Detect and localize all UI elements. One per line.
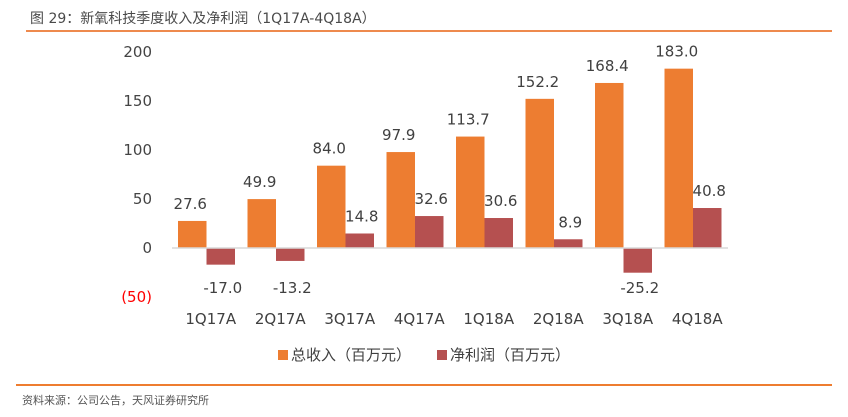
legend-label-revenue: 总收入（百万元） — [290, 346, 411, 364]
bar-revenue — [664, 68, 693, 248]
data-label-net-profit: -25.2 — [620, 279, 659, 297]
data-label-net-profit: 40.8 — [693, 182, 726, 200]
y-axis: 200 150 100 50 0 (50) — [121, 43, 152, 306]
data-label-revenue: 183.0 — [655, 43, 698, 61]
bar-net-profit — [206, 248, 235, 265]
bar-net-profit — [693, 208, 722, 248]
bar-revenue — [386, 152, 415, 248]
x-axis: 1Q17A 2Q17A 3Q17A 4Q17A 1Q18A 2Q18A 3Q18A 4Q18A — [185, 310, 723, 328]
bar-net-profit — [415, 216, 444, 248]
data-label-net-profit: 32.6 — [415, 190, 448, 208]
x-tick-label: 3Q18A — [602, 310, 653, 328]
x-tick-label: 4Q18A — [672, 310, 723, 328]
data-label-revenue: 113.7 — [447, 111, 490, 129]
x-tick-label: 1Q17A — [185, 310, 236, 328]
bar-chart: 200 150 100 50 0 (50) 27.6 -17.0 49.9 -13.2 84.0 1… — [121, 43, 728, 328]
legend-swatch-net-profit — [437, 349, 447, 360]
y-tick-label: 50 — [133, 190, 152, 208]
legend-label-net-profit: 净利润（百万元） — [450, 346, 571, 364]
data-labels: 27.6 -17.0 49.9 -13.2 84.0 14.8 97.9 32.6 113.7 3… — [174, 43, 726, 297]
y-tick-label: 100 — [123, 141, 152, 159]
source-divider — [16, 384, 832, 386]
bar-revenue — [595, 82, 624, 248]
x-tick-label: 3Q17A — [324, 310, 375, 328]
bar-revenue — [178, 220, 207, 248]
figure-title: 图 29：新氧科技季度收入及净利润（1Q17A-4Q18A） — [30, 11, 376, 27]
legend-item-net-profit: 净利润（百万元） — [437, 344, 570, 365]
bars — [178, 68, 722, 273]
legend-swatch-revenue — [277, 349, 288, 360]
bar-revenue — [317, 165, 346, 248]
bar-revenue — [456, 136, 485, 248]
y-tick-label: (50) — [121, 288, 152, 306]
x-tick-label: 2Q18A — [533, 310, 584, 328]
y-tick-label: 0 — [142, 239, 152, 257]
source-note: 资料来源：公司公告，天风证券研究所 — [22, 394, 209, 407]
y-tick-label: 200 — [123, 43, 152, 61]
data-label-net-profit: 30.6 — [484, 192, 517, 210]
bar-net-profit — [554, 239, 583, 248]
y-tick-label: 150 — [123, 92, 152, 110]
bar-net-profit — [345, 233, 374, 248]
bar-net-profit — [276, 248, 305, 261]
x-tick-label: 1Q18A — [463, 310, 514, 328]
bar-revenue — [525, 98, 554, 249]
legend-item-revenue: 总收入（百万元） — [277, 344, 411, 365]
data-label-revenue: 97.9 — [382, 126, 415, 144]
legend: 总收入（百万元） 净利润（百万元） — [0, 344, 848, 365]
bar-revenue — [247, 199, 276, 248]
data-label-net-profit: 8.9 — [558, 213, 582, 231]
data-label-net-profit: -17.0 — [203, 279, 242, 297]
title-divider — [26, 30, 832, 32]
data-label-revenue: 168.4 — [586, 57, 629, 75]
data-label-revenue: 152.2 — [516, 73, 559, 91]
data-label-revenue: 84.0 — [313, 140, 346, 158]
x-tick-label: 2Q17A — [255, 310, 306, 328]
data-label-revenue: 49.9 — [243, 173, 276, 191]
bar-net-profit — [623, 248, 652, 273]
x-tick-label: 4Q17A — [394, 310, 445, 328]
data-label-net-profit: -13.2 — [273, 279, 312, 297]
bar-net-profit — [484, 218, 513, 248]
data-label-revenue: 27.6 — [174, 195, 207, 213]
data-label-net-profit: 14.8 — [345, 207, 378, 225]
